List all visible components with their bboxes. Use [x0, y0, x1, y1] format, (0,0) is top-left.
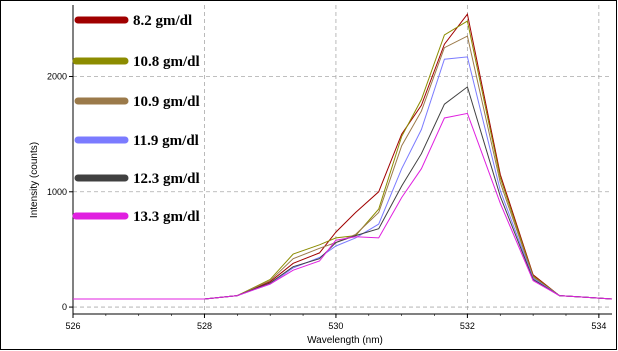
- legend-label: 12.3 gm/dl: [133, 171, 200, 187]
- grid-lines: [72, 5, 612, 314]
- legend-label: 11.9 gm/dl: [133, 133, 199, 149]
- series-lines: [73, 13, 613, 300]
- x-axis-title: Wavelength (nm): [307, 335, 383, 346]
- x-tick-label: 534: [591, 321, 606, 331]
- y-tick-label: 1000: [47, 187, 67, 197]
- y-tick-label: 2000: [47, 71, 67, 81]
- legend-label: 8.2 gm/dl: [133, 13, 192, 29]
- x-tick-label: 532: [460, 321, 475, 331]
- legend-label: 10.8 gm/dl: [133, 54, 200, 70]
- axes: 526 528 530 532 534 0 1000 2000: [47, 5, 612, 331]
- x-tick-label: 526: [65, 321, 80, 331]
- legend: 8.2 gm/dl 10.8 gm/dl 10.9 gm/dl 11.9 gm/dl 1…: [72, 13, 200, 225]
- series-line-5: [73, 112, 613, 300]
- y-tick-label: 0: [62, 302, 67, 312]
- legend-label: 10.9 gm/dl: [133, 94, 200, 110]
- x-tick-label: 528: [197, 321, 212, 331]
- x-tick-label: 530: [328, 321, 343, 331]
- y-axis-title: Intensity (counts): [29, 142, 40, 218]
- series-line-2: [73, 35, 613, 300]
- series-line-4: [73, 86, 613, 300]
- legend-label: 13.3 gm/dl: [133, 209, 200, 225]
